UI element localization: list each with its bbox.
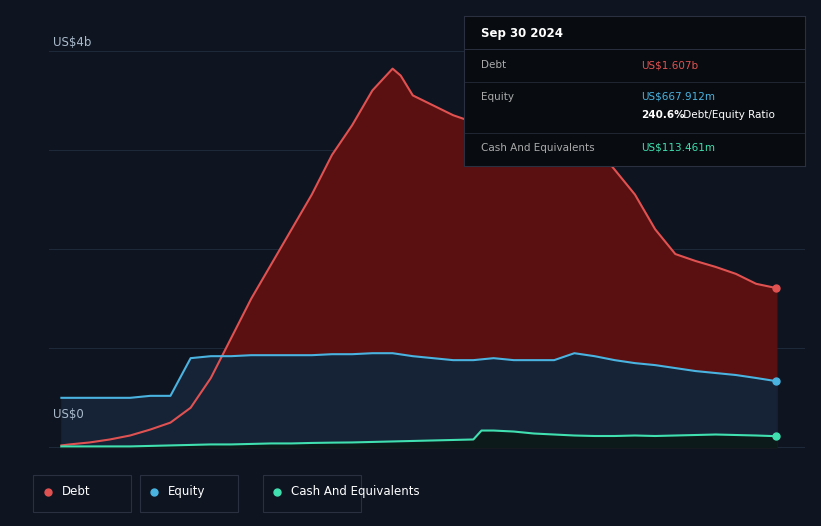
- Text: Equity: Equity: [481, 92, 514, 102]
- Text: US$4b: US$4b: [53, 36, 91, 49]
- Text: US$1.607b: US$1.607b: [641, 60, 698, 70]
- Text: Sep 30 2024: Sep 30 2024: [481, 27, 563, 41]
- FancyBboxPatch shape: [140, 474, 238, 512]
- Text: Debt: Debt: [62, 485, 90, 498]
- Text: US$667.912m: US$667.912m: [641, 92, 715, 102]
- Text: Cash And Equivalents: Cash And Equivalents: [481, 143, 594, 153]
- Text: Debt: Debt: [481, 60, 506, 70]
- FancyBboxPatch shape: [33, 474, 131, 512]
- Text: Debt/Equity Ratio: Debt/Equity Ratio: [681, 110, 775, 120]
- Text: US$0: US$0: [53, 408, 84, 421]
- Text: Equity: Equity: [168, 485, 206, 498]
- Text: 240.6%: 240.6%: [641, 110, 685, 120]
- Text: Cash And Equivalents: Cash And Equivalents: [291, 485, 420, 498]
- Text: US$113.461m: US$113.461m: [641, 143, 715, 153]
- FancyBboxPatch shape: [263, 474, 361, 512]
